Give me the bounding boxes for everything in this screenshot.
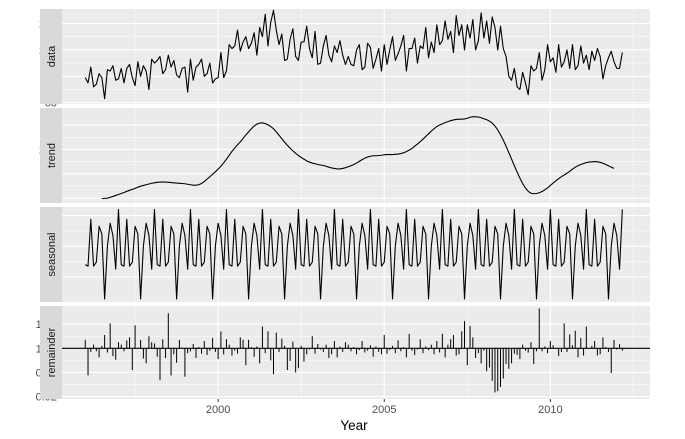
- series-data: [84, 9, 623, 100]
- seasonal-line: [84, 208, 623, 300]
- series-trend: [101, 116, 615, 200]
- panels: 6080100120data8090100110trend0.91.01.1se…: [36, 9, 650, 404]
- x-tick-label: 2005: [372, 404, 396, 416]
- panel-trend: 8090100110trend: [39, 108, 650, 205]
- facet-strip-label: trend: [46, 143, 58, 168]
- facet-strip: [40, 207, 62, 302]
- facet-strip: [40, 108, 62, 203]
- panel-background: [62, 108, 650, 203]
- panel-seasonal: 0.91.01.1seasonal: [40, 207, 650, 302]
- x-axis: 2000 2005 2010: [206, 399, 563, 416]
- facet-strip-label: remainder: [46, 327, 58, 377]
- series-remainder: [62, 308, 650, 393]
- x-tick-label: 2000: [206, 404, 230, 416]
- data-line: [84, 9, 623, 100]
- facet-strip-label: data: [46, 45, 58, 67]
- panel-remainder: 0.920.961.001.04remainder: [36, 306, 650, 404]
- panel-data: 6080100120data: [39, 9, 650, 110]
- facet-strip: [40, 306, 62, 399]
- trend-line: [101, 116, 615, 200]
- facet-strip-label: seasonal: [46, 232, 58, 276]
- x-axis-label: Year: [340, 418, 368, 433]
- panel-background: [62, 306, 650, 399]
- facet-strip: [40, 9, 62, 104]
- series-seasonal: [84, 208, 623, 300]
- x-tick-label: 2010: [538, 404, 562, 416]
